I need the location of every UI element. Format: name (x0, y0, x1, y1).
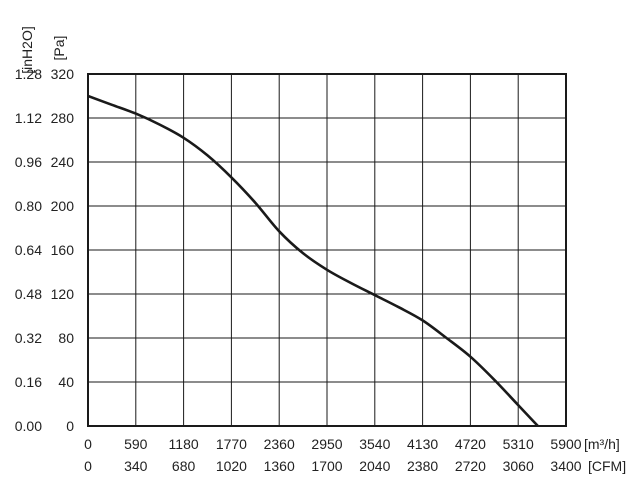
y-tick-label-pa: 280 (51, 110, 75, 126)
x-tick-label-cfm: 2380 (407, 458, 438, 474)
y-tick-label-pa: 80 (58, 330, 74, 346)
y-unit-inh2o-label: [inH2O] (19, 26, 35, 73)
x-tick-label-m3h: 1770 (216, 436, 247, 452)
y-tick-label-pa: 120 (51, 286, 75, 302)
x-tick-label-cfm: 2720 (455, 458, 486, 474)
y-unit-pa-label: [Pa] (51, 36, 67, 61)
x-tick-label-cfm: 2040 (359, 458, 390, 474)
x-tick-label-m3h: 4720 (455, 436, 486, 452)
x-tick-label-cfm: 1360 (264, 458, 295, 474)
y-tick-label-inh2o: 0.32 (15, 330, 42, 346)
y-tick-label-pa: 320 (51, 66, 75, 82)
y-tick-label-pa: 200 (51, 198, 75, 214)
x-unit-cfm-label: [CFM] (588, 458, 626, 474)
x-tick-label-m3h: 1180 (169, 436, 199, 452)
x-tick-label-m3h: 3540 (359, 436, 390, 452)
y-tick-labels: 0.00 0 0.16 40 0.32 80 0.48 120 0.64 160 0.80 200 0.… (15, 66, 74, 434)
x-tick-label-cfm: 1700 (311, 458, 342, 474)
x-tick-label-cfm: 680 (172, 458, 196, 474)
x-tick-label-m3h: 5310 (503, 436, 534, 452)
y-tick-label-inh2o: 0.96 (15, 154, 42, 170)
y-tick-label-pa: 0 (66, 418, 74, 434)
y-tick-label-inh2o: 0.48 (15, 286, 42, 302)
x-tick-label-cfm: 1020 (216, 458, 247, 474)
x-tick-label-m3h: 2360 (264, 436, 295, 452)
y-tick-label-pa: 160 (51, 242, 75, 258)
x-tick-label-m3h: 4130 (407, 436, 438, 452)
x-unit-m3h-label: [m³/h] (584, 436, 620, 452)
pressure-curve-line (88, 94, 540, 426)
y-tick-label-inh2o: 0.00 (15, 418, 42, 434)
x-tick-labels: 0 0 590 340 1180 680 1770 1020 2360 1360 2950 1700 3… (84, 436, 582, 474)
x-tick-label-cfm: 0 (84, 458, 92, 474)
y-tick-label-pa: 40 (58, 374, 74, 390)
x-tick-label-m3h: 590 (124, 436, 148, 452)
plot-border (87, 73, 567, 427)
y-tick-label-inh2o: 1.12 (15, 110, 42, 126)
y-tick-label-inh2o: 0.80 (15, 198, 42, 214)
x-tick-label-m3h: 2950 (311, 436, 342, 452)
series-layer (88, 94, 540, 426)
y-tick-label-inh2o: 1.28 (15, 66, 42, 82)
y-tick-label-inh2o: 0.16 (15, 374, 42, 390)
x-tick-label-cfm: 3400 (550, 458, 581, 474)
x-tick-label-m3h: 5900 (550, 436, 581, 452)
grid (88, 74, 566, 426)
plot-frame (87, 73, 567, 427)
y-tick-label-inh2o: 0.64 (15, 242, 42, 258)
y-tick-label-pa: 240 (51, 154, 75, 170)
x-tick-label-cfm: 3060 (503, 458, 534, 474)
x-tick-label-m3h: 0 (84, 436, 92, 452)
x-tick-label-cfm: 340 (124, 458, 148, 474)
